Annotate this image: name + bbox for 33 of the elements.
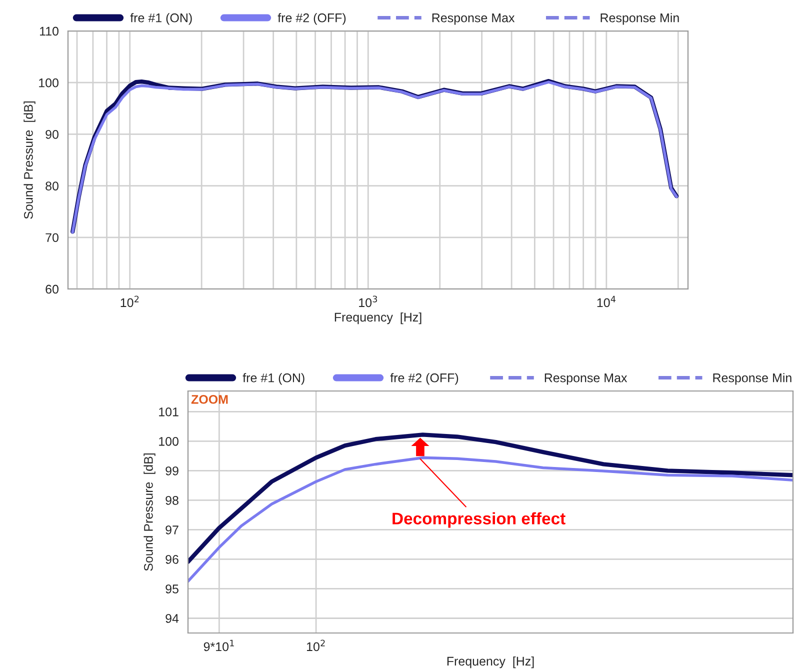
x-tick-label: 10$^{4}$ <box>597 296 616 308</box>
y-tick-label: 60 <box>46 284 58 294</box>
y-axis-title: Sound Pressure [dB] <box>24 101 36 219</box>
x-tick-label: 10$^{2}$ <box>306 640 325 652</box>
y-tick-label: 100 <box>39 78 58 88</box>
legend-label: Response Max <box>432 14 515 25</box>
x-tick-label: 10$^{3}$ <box>359 296 378 308</box>
legend-label: fre #1 (ON) <box>130 13 192 25</box>
y-tick-label: 97 <box>166 526 178 534</box>
x-tick-label: 9*10$^{1}$ <box>204 640 234 652</box>
x-axis-title: Frequency [Hz] <box>447 656 534 668</box>
y-tick-label: 110 <box>40 26 58 36</box>
legend-label: Response Max <box>544 374 628 385</box>
x-axis-title: Frequency [Hz] <box>334 312 422 324</box>
annotation: Decompression effect <box>392 512 566 528</box>
x-tick-label: 10$^{2}$ <box>120 296 139 308</box>
y-axis-title: Sound Pressure [dB] <box>144 453 156 571</box>
y-tick-label: 101 <box>159 407 178 416</box>
y-tick-label: 70 <box>46 233 58 242</box>
y-tick-label: 90 <box>46 130 58 139</box>
legend-label: fre #2 (OFF) <box>390 373 458 385</box>
y-tick-label: 95 <box>166 584 178 594</box>
legend-label: Response Min <box>600 13 679 25</box>
y-tick-label: 98 <box>166 496 178 505</box>
y-tick-label: 96 <box>166 555 178 564</box>
y-tick-label: 100 <box>159 436 178 446</box>
legend-label: Response Min <box>713 373 792 385</box>
y-tick-label: 94 <box>166 614 179 623</box>
legend-label: fre #1 (ON) <box>242 373 304 385</box>
y-tick-label: 80 <box>46 182 58 190</box>
y-tick-label: 99 <box>166 466 178 476</box>
legend-label: fre #2 (OFF) <box>278 13 346 25</box>
annotation: ZOOM <box>191 394 228 404</box>
